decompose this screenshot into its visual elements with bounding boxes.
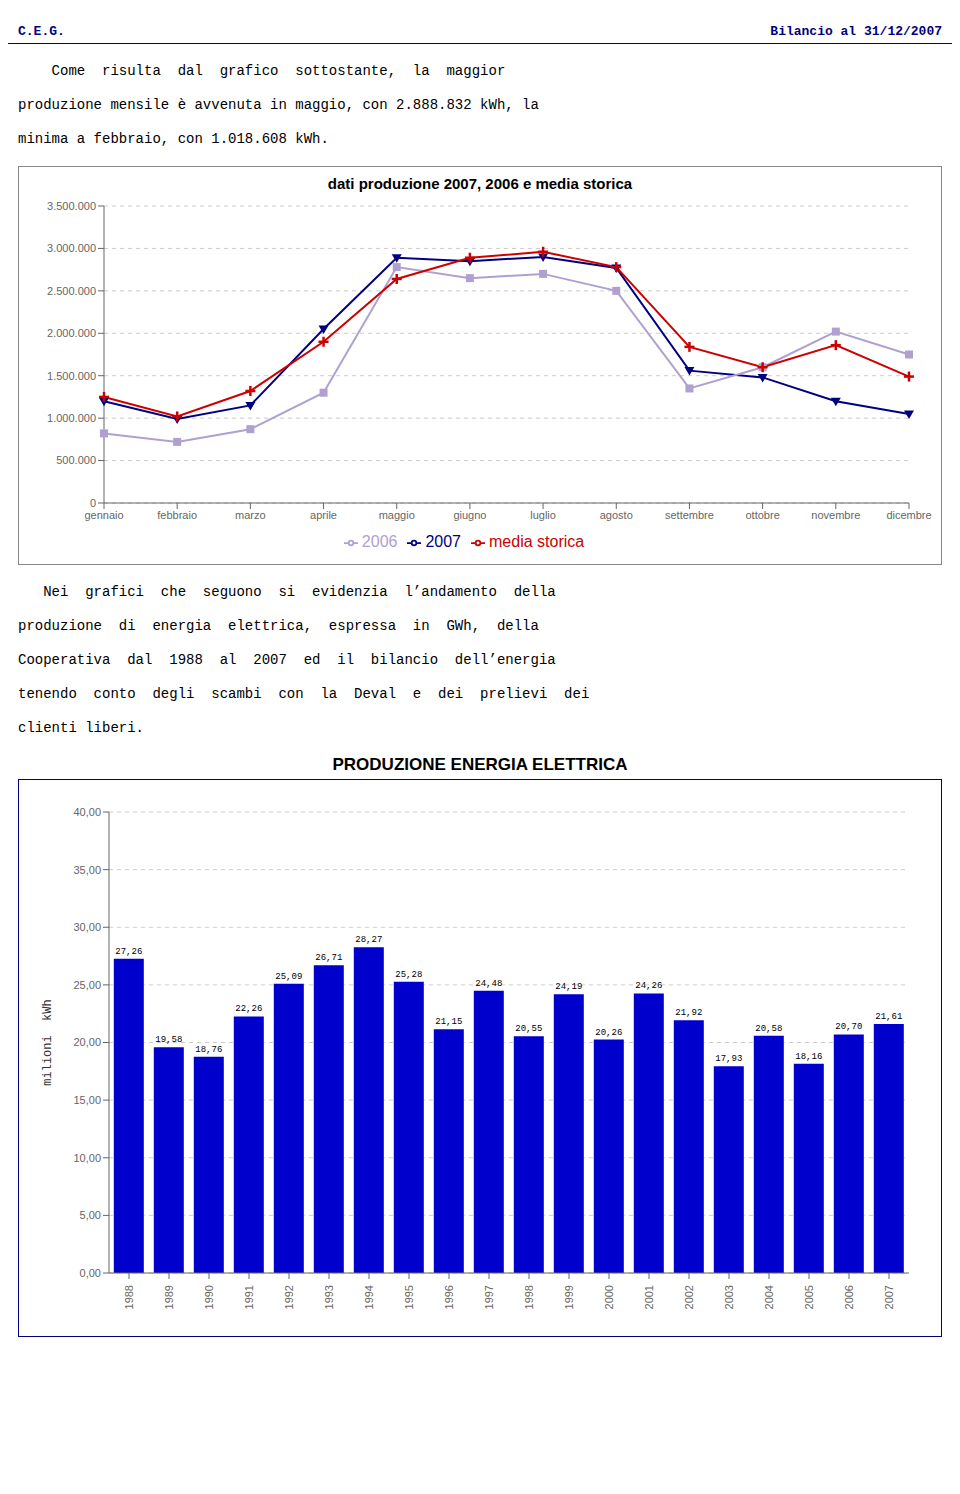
- svg-text:settembre: settembre: [665, 509, 714, 521]
- svg-text:3.500.000: 3.500.000: [47, 200, 96, 212]
- svg-text:2004: 2004: [763, 1285, 775, 1309]
- html-text:Bilancio al 31/12/2007: Bilancio al 31/12/2007: [770, 24, 942, 39]
- svg-text:18,76: 18,76: [195, 1045, 222, 1055]
- svg-text:1990: 1990: [203, 1285, 215, 1309]
- html-text:Nei grafici che seguono si evi: Nei grafici che seguono si evidenzia l’a…: [18, 584, 556, 600]
- html-text:produzione mensile è avvenuta: produzione mensile è avvenuta in maggio,…: [18, 97, 539, 113]
- svg-text:2002: 2002: [683, 1285, 695, 1309]
- svg-text:35,00: 35,00: [73, 864, 101, 876]
- svg-text:5,00: 5,00: [80, 1209, 101, 1221]
- html-text:minima a febbraio, con 1.018.6: minima a febbraio, con 1.018.608 kWh.: [18, 131, 329, 147]
- svg-text:gennaio: gennaio: [84, 509, 123, 521]
- svg-text:1996: 1996: [443, 1285, 455, 1309]
- svg-text:milioni kWh: milioni kWh: [41, 999, 55, 1085]
- svg-text:febbraio: febbraio: [157, 509, 197, 521]
- svg-text:24,19: 24,19: [555, 982, 582, 992]
- svg-text:0,00: 0,00: [80, 1267, 101, 1279]
- svg-text:2.500.000: 2.500.000: [47, 285, 96, 297]
- svg-text:20,26: 20,26: [595, 1028, 622, 1038]
- svg-text:maggio: maggio: [379, 509, 415, 521]
- svg-text:1992: 1992: [283, 1285, 295, 1309]
- svg-text:25,00: 25,00: [73, 979, 101, 991]
- html-text:2007: 2007: [425, 533, 461, 550]
- svg-text:25,28: 25,28: [395, 970, 422, 980]
- svg-text:2000: 2000: [603, 1285, 615, 1309]
- html-text:produzione di energia elettric: produzione di energia elettrica, espress…: [18, 618, 539, 634]
- svg-text:1.000.000: 1.000.000: [47, 412, 96, 424]
- svg-text:24,26: 24,26: [635, 981, 662, 991]
- svg-text:30,00: 30,00: [73, 921, 101, 933]
- html-text:media storica: media storica: [489, 533, 585, 550]
- svg-text:19,58: 19,58: [155, 1035, 182, 1045]
- svg-text:21,92: 21,92: [675, 1008, 702, 1018]
- html-text:2006: 2006: [361, 533, 398, 550]
- svg-text:1.500.000: 1.500.000: [47, 370, 96, 382]
- svg-text:28,27: 28,27: [355, 935, 382, 945]
- svg-text:22,26: 22,26: [235, 1004, 262, 1014]
- svg-text:25,09: 25,09: [275, 972, 302, 982]
- svg-text:marzo: marzo: [235, 509, 266, 521]
- svg-text:26,71: 26,71: [315, 953, 342, 963]
- svg-text:2001: 2001: [643, 1285, 655, 1309]
- svg-text:1997: 1997: [483, 1285, 495, 1309]
- svg-text:2.000.000: 2.000.000: [47, 327, 96, 339]
- svg-text:2003: 2003: [723, 1285, 735, 1309]
- svg-text:1989: 1989: [163, 1285, 175, 1309]
- svg-text:500.000: 500.000: [56, 454, 96, 466]
- html-text:tenendo conto degli scambi con: tenendo conto degli scambi con la Deval …: [18, 686, 590, 702]
- svg-text:aprile: aprile: [310, 509, 337, 521]
- svg-text:2006: 2006: [843, 1285, 855, 1309]
- svg-text:1998: 1998: [523, 1285, 535, 1309]
- svg-text:10,00: 10,00: [73, 1152, 101, 1164]
- svg-text:agosto: agosto: [600, 509, 633, 521]
- html-text:Come risulta dal grafico sotto: Come risulta dal grafico sottostante, la…: [18, 63, 506, 79]
- svg-text:dicembre: dicembre: [886, 509, 931, 521]
- html-text:Cooperativa dal 1988 al 2007 e: Cooperativa dal 1988 al 2007 ed il bilan…: [18, 652, 556, 668]
- svg-text:1991: 1991: [243, 1285, 255, 1309]
- svg-text:2005: 2005: [803, 1285, 815, 1309]
- svg-text:27,26: 27,26: [115, 947, 142, 957]
- svg-text:luglio: luglio: [530, 509, 556, 521]
- svg-text:24,48: 24,48: [475, 979, 502, 989]
- svg-text:1999: 1999: [563, 1285, 575, 1309]
- svg-text:18,16: 18,16: [795, 1052, 822, 1062]
- svg-text:20,58: 20,58: [755, 1024, 782, 1034]
- svg-text:1993: 1993: [323, 1285, 335, 1309]
- svg-text:20,00: 20,00: [73, 1036, 101, 1048]
- html-text:clienti liberi.: clienti liberi.: [18, 720, 144, 736]
- svg-text:1988: 1988: [123, 1285, 135, 1309]
- svg-text:novembre: novembre: [811, 509, 860, 521]
- svg-text:giugno: giugno: [453, 509, 486, 521]
- html-text:dati produzione 2007, 2006 e m: dati produzione 2007, 2006 e media stori…: [327, 175, 633, 192]
- svg-text:17,93: 17,93: [715, 1054, 742, 1064]
- svg-text:ottobre: ottobre: [746, 509, 780, 521]
- svg-text:15,00: 15,00: [73, 1094, 101, 1106]
- svg-text:20,70: 20,70: [835, 1022, 862, 1032]
- html-text:PRODUZIONE ENERGIA ELETTRICA: PRODUZIONE ENERGIA ELETTRICA: [332, 755, 628, 774]
- svg-text:21,15: 21,15: [435, 1017, 462, 1027]
- svg-text:0: 0: [90, 497, 96, 509]
- svg-text:21,61: 21,61: [875, 1012, 902, 1022]
- svg-text:3.000.000: 3.000.000: [47, 242, 96, 254]
- svg-text:1995: 1995: [403, 1285, 415, 1309]
- svg-text:1994: 1994: [363, 1285, 375, 1309]
- svg-text:20,55: 20,55: [515, 1024, 542, 1034]
- html-text:C.E.G.: C.E.G.: [18, 24, 65, 39]
- svg-text:2007: 2007: [883, 1285, 895, 1309]
- svg-text:40,00: 40,00: [73, 806, 101, 818]
